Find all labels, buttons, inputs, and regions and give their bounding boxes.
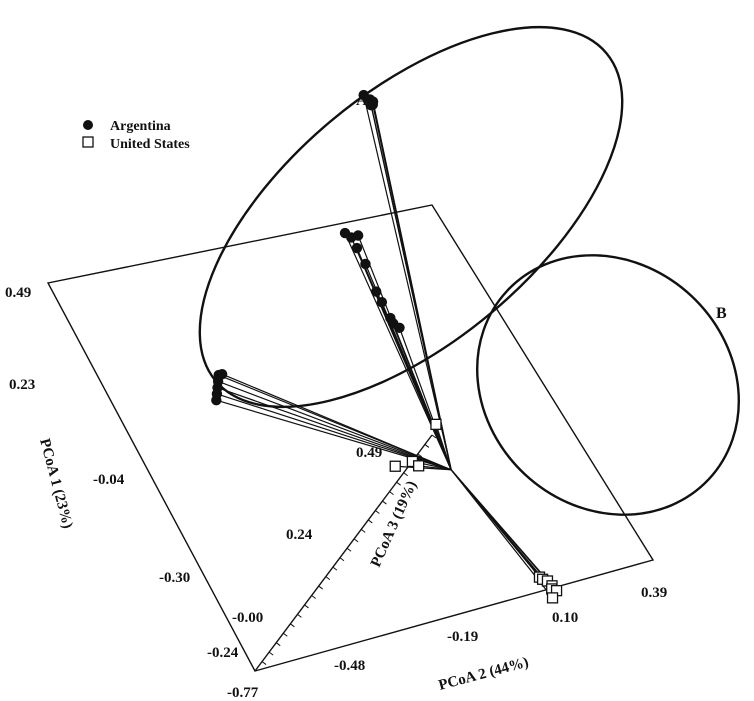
y-tick-label: -0.04 <box>93 472 125 488</box>
united-states-point <box>430 418 442 431</box>
z-axis-tick <box>339 557 345 562</box>
z-axis-tick <box>290 623 295 628</box>
centroid-spoke <box>398 327 452 470</box>
z-axis-tick <box>297 613 302 618</box>
y-tick-label: 0.49 <box>5 285 31 301</box>
z-axis-tick <box>275 642 281 647</box>
y-tick-label: -0.24 <box>207 645 239 661</box>
z-axis-tick <box>431 434 437 439</box>
united-states-point <box>389 460 401 472</box>
group-b-label: B <box>716 305 727 322</box>
z-axis-tick <box>318 585 324 590</box>
data-markers <box>211 89 563 604</box>
argentina-point <box>352 230 364 241</box>
z-axis-tick <box>332 566 338 571</box>
group-b-ellipse <box>475 254 741 516</box>
argentina-point <box>216 368 228 380</box>
x-axis-title: PCoA 2 (44%) <box>437 654 530 693</box>
centroid-spoke <box>450 469 558 592</box>
argentina-point <box>360 258 371 270</box>
united-states-point <box>546 592 559 604</box>
argentina-point <box>394 322 405 333</box>
legend-argentina-label: Argentina <box>110 119 171 134</box>
group-a-ellipse <box>198 25 624 409</box>
x-tick-label: 0.10 <box>552 610 578 626</box>
axis-box-floor <box>46 204 655 672</box>
z-axis-tick <box>261 661 267 665</box>
z-axis-tick <box>367 519 373 524</box>
argentina-point <box>371 286 382 297</box>
z-axis-line <box>254 434 433 672</box>
z-axis-tick <box>417 453 423 458</box>
z-axis-tick <box>346 547 352 552</box>
z-axis-tick <box>382 500 387 505</box>
argentina-point <box>376 296 388 308</box>
z-axis-tick <box>353 538 359 543</box>
centroid-spoke <box>392 323 452 470</box>
x-tick-label: -0.77 <box>227 685 259 701</box>
x-tick-label: 0.39 <box>641 585 667 601</box>
z-axis <box>254 434 437 672</box>
y-axis-title: PCoA 1 (23%) <box>36 437 75 530</box>
argentina-point <box>365 100 377 111</box>
argentina-point <box>351 242 363 254</box>
legend-united-states-label: United States <box>110 137 190 152</box>
centroid-spoke <box>370 105 452 470</box>
centroid-spoke <box>344 232 452 471</box>
z-tick-label: 0.49 <box>356 445 382 461</box>
centroid-spoke <box>217 380 452 471</box>
z-axis-tick <box>304 604 309 609</box>
y-tick-label: 0.23 <box>9 377 35 393</box>
centroid-spoke <box>221 373 452 471</box>
legend-argentina-marker <box>83 120 93 130</box>
united-states-point <box>413 460 425 472</box>
z-axis-tick <box>389 491 394 496</box>
z-axis-tick <box>396 481 401 486</box>
z-tick-label: -0.00 <box>232 610 263 626</box>
z-axis-tick <box>325 576 331 580</box>
z-axis-tick <box>311 595 316 599</box>
z-axis-tick <box>375 510 380 514</box>
z-axis-tick <box>283 632 288 637</box>
centroid-spoke <box>435 424 452 470</box>
z-axis-tick <box>424 444 430 448</box>
z-axis-tick <box>268 651 274 656</box>
z-axis-tick <box>360 529 366 533</box>
z-axis-title: PCoA 3 (19%) <box>368 479 420 570</box>
z-tick-label: 0.24 <box>286 527 313 543</box>
z-axis-tick <box>403 472 408 477</box>
y-tick-label: -0.30 <box>159 570 190 586</box>
centroid-spoke <box>363 94 452 470</box>
x-tick-label: -0.19 <box>447 629 478 645</box>
legend: Argentina United States <box>82 119 190 152</box>
group-a-label: A <box>356 92 368 109</box>
legend-united-states-marker <box>82 136 94 148</box>
x-tick-label: -0.48 <box>334 658 365 674</box>
